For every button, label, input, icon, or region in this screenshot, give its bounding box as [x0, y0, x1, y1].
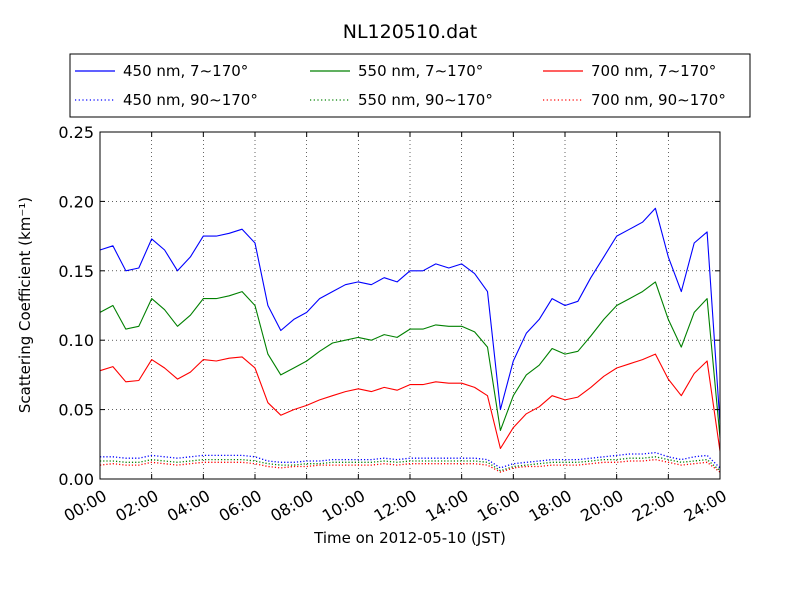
y-tick-label: 0.15: [58, 262, 94, 281]
x-tick-label: 22:00: [629, 486, 678, 526]
legend-label: 700 nm, 90∼170°: [591, 91, 726, 109]
x-tick-label: 06:00: [216, 486, 265, 526]
legend: 450 nm, 7∼170° 550 nm, 7∼170° 700 nm, 7∼17…: [69, 53, 751, 118]
legend-label: 700 nm, 7∼170°: [591, 62, 716, 80]
y-axis: 0.00 0.05 0.10 0.15 0.20 0.25: [58, 123, 720, 489]
legend-label: 450 nm, 90∼170°: [123, 91, 258, 109]
x-tick-label: 16:00: [474, 486, 523, 526]
x-tick-label: 18:00: [526, 486, 575, 526]
chart-title: NL120510.dat: [343, 21, 478, 43]
plot-grid: [100, 132, 720, 479]
y-tick-label: 0.20: [58, 192, 94, 211]
x-tick-label: 02:00: [112, 486, 161, 526]
x-tick-label: 00:00: [61, 486, 110, 526]
x-tick-label: 10:00: [319, 486, 368, 526]
x-tick-label: 24:00: [681, 486, 730, 526]
plot-series: [99, 207, 721, 473]
y-tick-label: 0.25: [58, 123, 94, 142]
legend-box: [69, 53, 751, 118]
x-tick-label: 12:00: [371, 486, 420, 526]
x-axis: 00:00 02:00 04:00 06:00 08:00 10:00 12:00 14:00…: [61, 132, 730, 526]
x-tick-label: 08:00: [267, 486, 316, 526]
series-line-5: [100, 456, 721, 472]
series-line-3: [99, 353, 721, 452]
legend-label: 550 nm, 90∼170°: [358, 91, 493, 109]
x-tick-label: 04:00: [164, 486, 213, 526]
y-tick-label: 0.10: [58, 331, 94, 350]
series-line-1: [99, 207, 721, 424]
y-tick-label: 0.00: [58, 470, 94, 489]
x-axis-title: Time on 2012-05-10 (JST): [313, 529, 506, 547]
x-tick-label: 20:00: [577, 486, 626, 526]
y-tick-label: 0.05: [58, 401, 94, 420]
series-line-6: [99, 458, 721, 473]
series-line-4: [100, 451, 721, 469]
series-line-2: [99, 281, 721, 438]
y-axis-title: Scattering Coefficient (km⁻¹): [16, 197, 34, 413]
legend-label: 450 nm, 7∼170°: [123, 62, 248, 80]
x-tick-label: 14:00: [422, 486, 471, 526]
legend-label: 550 nm, 7∼170°: [358, 62, 483, 80]
